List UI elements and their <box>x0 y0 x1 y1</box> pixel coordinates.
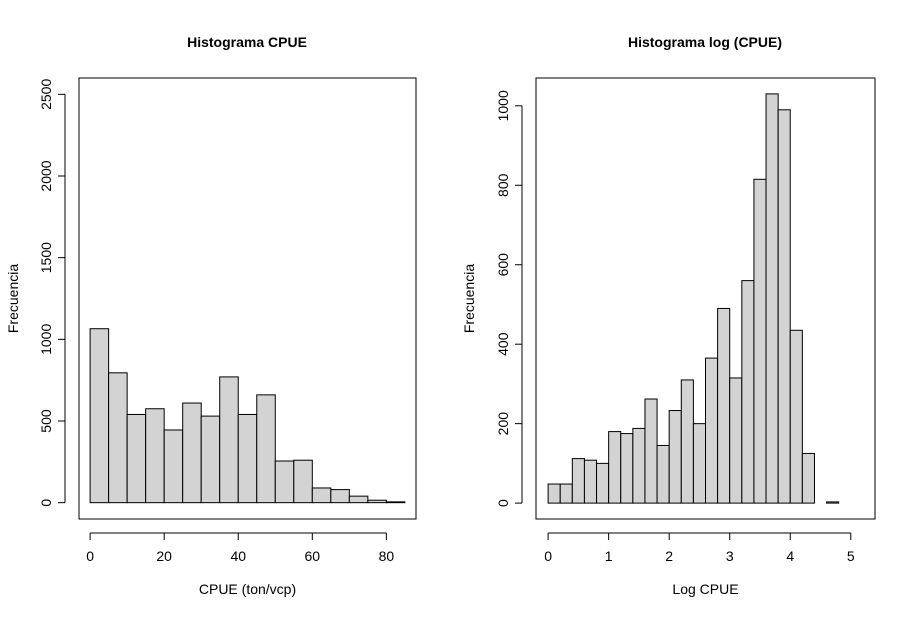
cpue-histogram-bar <box>200 415 221 504</box>
cpue-histogram-bar <box>274 460 295 504</box>
cpue-x-tick-label: 20 <box>156 548 172 564</box>
cpue-histogram-bar <box>219 376 239 504</box>
cpue-histogram-bar <box>182 402 202 504</box>
cpue-histogram-bar <box>126 413 147 504</box>
log-cpue-histogram-bar <box>656 445 670 504</box>
cpue-histogram-bar <box>237 413 258 504</box>
log-cpue-x-tick-label: 4 <box>786 548 794 564</box>
cpue-plot-frame <box>78 77 417 520</box>
log-cpue-histogram-bar <box>559 483 573 504</box>
log-cpue-histogram-bar <box>801 452 815 504</box>
log-cpue-x-tick-label: 2 <box>665 548 673 564</box>
log-cpue-histogram-bar <box>644 398 658 504</box>
log-cpue-histogram-bar <box>680 379 694 504</box>
log-cpue-histogram-bar <box>620 433 634 504</box>
cpue-x-tick-label: 40 <box>230 548 246 564</box>
log-cpue-chart-title: Histograma log (CPUE) <box>628 34 782 50</box>
cpue-histogram-bar <box>256 394 276 504</box>
log-cpue-histogram-bar <box>583 459 598 504</box>
cpue-histogram-bar <box>367 499 387 504</box>
log-cpue-histogram-bar <box>826 501 840 504</box>
cpue-y-axis-label: Frecuencia <box>5 264 21 333</box>
log-cpue-y-axis-label: Frecuencia <box>461 264 477 333</box>
cpue-histogram-bar <box>145 408 165 504</box>
histogram-log-cpue-panel: 0 1 2 3 4 5 0 200 400 600 800 1000 Histograma log (C… <box>461 34 876 597</box>
log-cpue-histogram-bar <box>596 462 610 504</box>
cpue-histogram-bar <box>330 489 350 504</box>
log-cpue-y-tick-label: 800 <box>495 173 511 197</box>
log-cpue-x-axis-label: Log CPUE <box>672 581 738 597</box>
cpue-histogram-bar <box>163 429 184 504</box>
log-cpue-histogram-bar <box>717 307 731 504</box>
cpue-y-tick-label: 0 <box>38 499 54 507</box>
cpue-x-tick-label: 0 <box>86 548 94 564</box>
log-cpue-y-tick-label: 200 <box>495 412 511 436</box>
log-cpue-y-tick-label: 600 <box>495 253 511 277</box>
log-cpue-y-tick-label: 0 <box>495 499 511 507</box>
histogram-cpue-panel: 0 20 40 60 80 0 500 1000 1500 2000 2500 Histograma … <box>5 34 417 597</box>
cpue-x-tick-label: 80 <box>379 548 395 564</box>
cpue-x-tick-label: 60 <box>305 548 321 564</box>
cpue-histogram-bar <box>89 328 110 504</box>
log-cpue-x-tick-label: 5 <box>847 548 855 564</box>
log-cpue-histogram-bar <box>608 431 622 504</box>
log-cpue-histogram-bar <box>777 109 791 504</box>
cpue-y-tick-label: 2500 <box>38 79 54 110</box>
log-cpue-plot-frame <box>535 77 876 520</box>
cpue-histogram-bar <box>108 372 128 504</box>
log-cpue-histogram-bar <box>753 178 767 504</box>
log-cpue-histogram-bar <box>547 483 561 504</box>
cpue-histogram-bar <box>311 487 332 504</box>
log-cpue-x-tick-label: 0 <box>544 548 552 564</box>
log-cpue-histogram-bar <box>729 377 743 504</box>
log-cpue-x-tick-label: 1 <box>605 548 613 564</box>
cpue-histogram-bar <box>293 459 313 504</box>
log-cpue-histogram-bar <box>789 329 803 504</box>
log-cpue-y-tick-label: 1000 <box>495 90 511 121</box>
log-cpue-histogram-bar <box>632 427 646 504</box>
cpue-y-tick-label: 2000 <box>38 160 54 191</box>
cpue-chart-title: Histograma CPUE <box>187 34 307 50</box>
cpue-histogram-bar <box>385 501 406 504</box>
log-cpue-x-tick-label: 3 <box>726 548 734 564</box>
log-cpue-histogram-bar <box>692 423 707 504</box>
log-cpue-histogram-bar <box>741 280 755 504</box>
log-cpue-histogram-bar <box>668 410 682 504</box>
cpue-x-axis-label: CPUE (ton/vcp) <box>199 581 296 597</box>
cpue-histogram-bar <box>348 495 369 504</box>
cpue-y-tick-label: 1500 <box>38 242 54 273</box>
cpue-y-tick-label: 1000 <box>38 324 54 355</box>
log-cpue-y-tick-label: 400 <box>495 332 511 356</box>
log-cpue-histogram-bar <box>765 93 779 504</box>
cpue-y-tick-label: 500 <box>38 409 54 433</box>
log-cpue-histogram-bar <box>705 357 719 504</box>
log-cpue-histogram-bar <box>571 458 585 504</box>
